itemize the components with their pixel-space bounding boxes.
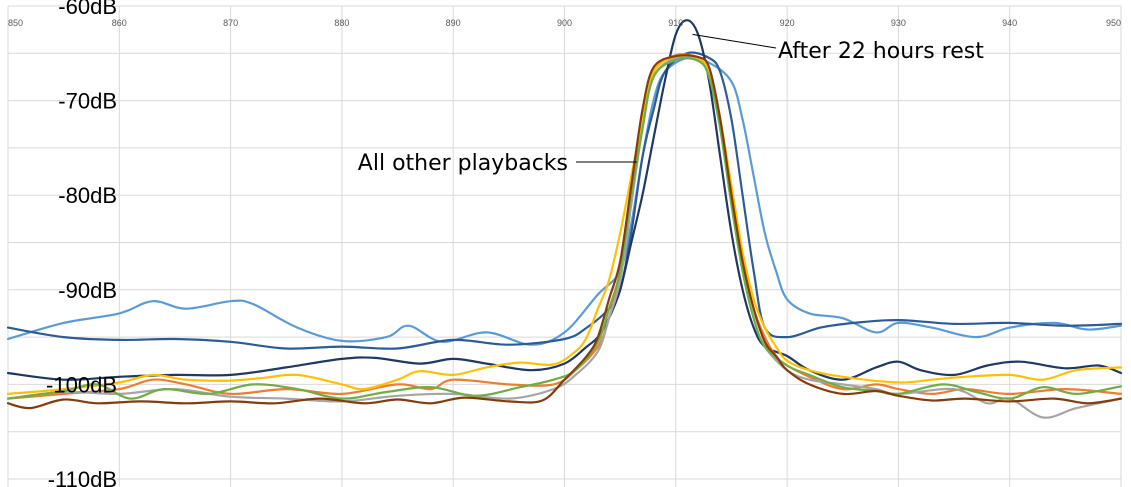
x-tick-label: 880 [334,18,349,28]
annotation-leader-after-rest [692,33,777,49]
x-tick-label: 850 [8,18,23,28]
y-tick-label: -100dB [46,372,117,397]
x-tick-label: 870 [223,18,238,28]
y-axis-ticks: -60dB -70dB -80dB -90dB -100dB -110dB [46,0,117,487]
series-line-0 [6,56,1123,346]
grid [7,5,1122,487]
annotation-after-rest: After 22 hours rest [778,39,984,64]
x-tick-label: 910 [668,18,683,28]
y-tick-label: -80dB [58,183,117,208]
x-tick-label: 860 [112,18,127,28]
annotation-other-playbacks: All other playbacks [358,151,568,176]
y-tick-label: -60dB [58,0,117,19]
annotations: After 22 hours rest All other playbacks [358,33,984,176]
series-line-7 [6,54,1123,410]
x-tick-label: 890 [446,18,461,28]
x-tick-label: 940 [1002,18,1017,28]
x-axis-ticks: 850 860 870 880 890 900 910 920 930 940 950 [8,18,1121,28]
series-line-1 [6,51,1123,350]
series-line-5 [6,53,1123,395]
x-tick-label: 930 [891,18,906,28]
y-tick-label: -70dB [58,89,117,114]
series-line-2 [6,19,1123,381]
series-layer [6,19,1123,419]
y-tick-label: -110dB [48,467,117,487]
x-tick-label: 900 [557,18,572,28]
x-tick-label: 950 [1106,18,1121,28]
y-tick-label: -90dB [58,278,117,303]
x-tick-label: 920 [780,18,795,28]
